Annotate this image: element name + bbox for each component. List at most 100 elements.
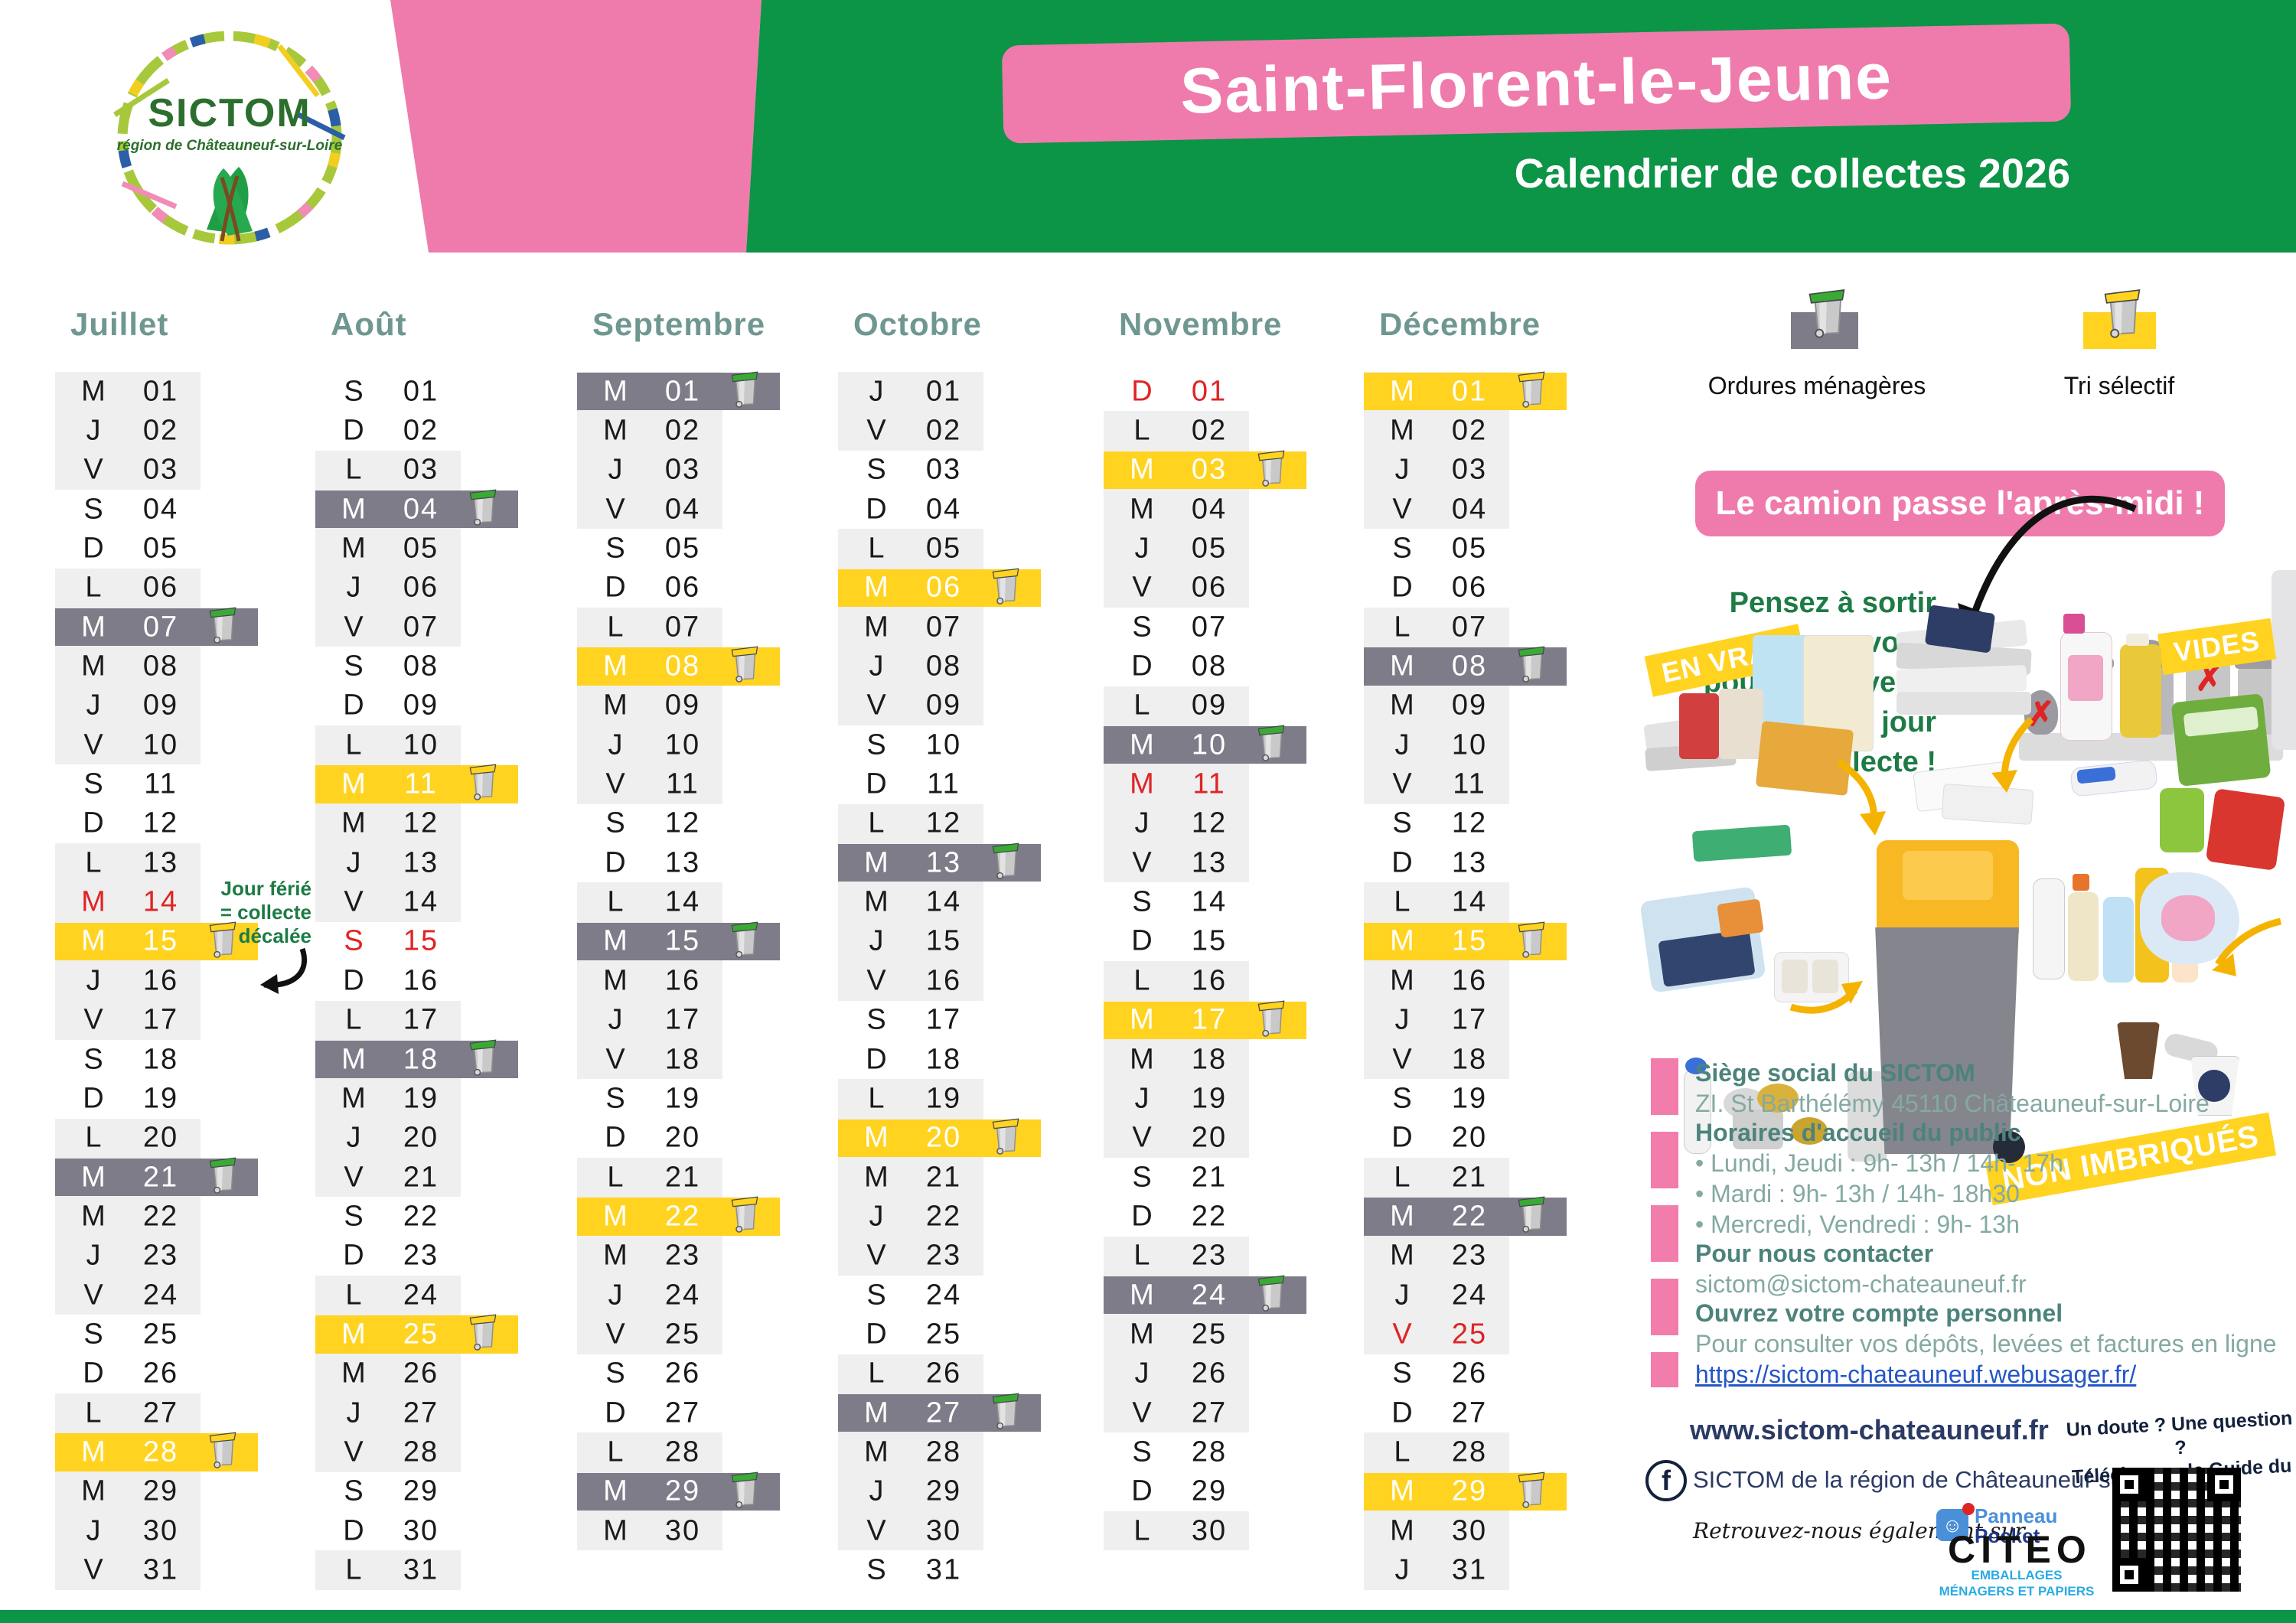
day-number: 23 xyxy=(1191,1239,1228,1272)
day-row: S 22 xyxy=(315,1197,579,1236)
day-row: M 18 xyxy=(1104,1039,1368,1080)
day-row: M 26 xyxy=(315,1354,579,1393)
day-number: 15 xyxy=(403,924,439,957)
day-number: 31 xyxy=(925,1553,962,1586)
day-number: 06 xyxy=(403,571,439,604)
day-number: 01 xyxy=(1451,375,1488,408)
weekday-letter: L xyxy=(607,1436,624,1468)
day-row: J 13 xyxy=(315,843,579,883)
weekday-letter: J xyxy=(1394,1553,1410,1586)
day-number: 23 xyxy=(142,1239,179,1272)
day-number: 11 xyxy=(144,768,178,800)
weekday-letter: V xyxy=(83,728,103,761)
day-number: 07 xyxy=(403,611,439,644)
weekday-letter: M xyxy=(1390,650,1414,683)
panneau-pocket-label: Panneau Pocket xyxy=(1975,1504,2058,1547)
weekday-letter: L xyxy=(1133,964,1150,997)
weekday-letter: V xyxy=(605,768,625,800)
day-number: 13 xyxy=(403,846,439,879)
weekday-letter: J xyxy=(1134,532,1150,565)
day-row: V 06 xyxy=(1104,568,1368,608)
legend-tri-label: Tri sélectif xyxy=(2063,372,2175,399)
day-row: J 24 xyxy=(1364,1275,1628,1315)
weekday-letter: S xyxy=(605,532,625,565)
bin-yellow-icon xyxy=(469,764,497,801)
logo-ring-icon xyxy=(113,31,346,245)
day-row: M 25 xyxy=(1104,1315,1368,1354)
day-row: S 12 xyxy=(1364,804,1628,843)
day-number: 05 xyxy=(1451,532,1488,565)
weekday-letter: D xyxy=(83,1082,104,1115)
day-row-collecte-tri: M 15 xyxy=(1364,921,1628,962)
weekday-letter: M xyxy=(603,375,628,408)
day-number: 27 xyxy=(403,1396,439,1429)
day-number: 21 xyxy=(403,1161,439,1194)
day-row-collecte-tri: M 11 xyxy=(315,764,579,804)
day-row-ferie: M 14 xyxy=(55,882,319,922)
day-number: 20 xyxy=(403,1121,439,1154)
day-row: J 10 xyxy=(1364,725,1628,765)
bin-green-icon xyxy=(1518,1196,1545,1234)
day-row: S 04 xyxy=(55,490,319,529)
day-row-collecte-om: M 21 xyxy=(55,1157,319,1198)
day-number: 20 xyxy=(925,1121,962,1154)
day-row: S 26 xyxy=(577,1354,841,1393)
weekday-letter: M xyxy=(341,1357,366,1390)
day-number: 06 xyxy=(664,571,701,604)
day-number: 01 xyxy=(142,375,179,408)
day-row: M 02 xyxy=(577,411,841,451)
day-number: 08 xyxy=(403,650,439,683)
day-row: D 13 xyxy=(577,843,841,882)
bin-green-icon xyxy=(469,489,497,526)
day-row: V 18 xyxy=(577,1039,841,1080)
day-row: M 22 xyxy=(55,1197,319,1237)
day-row: D 29 xyxy=(1104,1472,1368,1511)
month-octobre: Octobre J 01 V 02 S 03 D 04 L 05 M 06 M 07 J 08 V 09 S 10 D 1… xyxy=(838,306,1102,1586)
bin-green-icon xyxy=(1257,725,1285,761)
day-number: 15 xyxy=(142,924,179,957)
day-number: 27 xyxy=(142,1396,179,1429)
day-number: 06 xyxy=(1191,571,1228,604)
month-novembre: Novembre D 01 L 02 M 03 M 04 J 05 V 06 S 07 D 08 L 09 M 10 … xyxy=(1104,306,1368,1551)
weekday-letter: S xyxy=(866,453,886,486)
day-number: 14 xyxy=(403,885,439,918)
weekday-letter: D xyxy=(83,532,104,565)
month-days: M 01 M 02 J 03 V 04 S 05 D 06 L 07 M 08 M 09 J 10 V 11 S 12 D 1… xyxy=(577,371,841,1551)
day-row: V 27 xyxy=(1104,1393,1368,1433)
day-row: J 15 xyxy=(838,921,1102,962)
weekday-letter: S xyxy=(866,1553,886,1586)
logo-title: SICTOM xyxy=(148,91,311,135)
bin-green-icon xyxy=(469,1039,497,1076)
weekday-letter: M xyxy=(341,1082,366,1115)
day-row: J 01 xyxy=(838,372,1102,412)
day-row: M 12 xyxy=(315,803,579,844)
day-number: 19 xyxy=(403,1082,439,1115)
bin-green-icon xyxy=(992,842,1019,879)
day-number: 22 xyxy=(1191,1200,1228,1233)
weekday-letter: L xyxy=(868,1357,885,1390)
day-row: L 09 xyxy=(1104,686,1368,726)
day-row: S 08 xyxy=(315,647,579,686)
day-row: J 31 xyxy=(1364,1550,1628,1590)
day-row-collecte-om: M 10 xyxy=(1104,725,1368,765)
weekday-letter: J xyxy=(869,650,884,683)
weekday-letter: M xyxy=(864,846,889,879)
day-row-collecte-om: M 29 xyxy=(577,1471,841,1511)
month-title: Septembre xyxy=(592,306,766,342)
weekday-letter: J xyxy=(86,1514,101,1547)
weekday-letter: M xyxy=(603,1475,628,1507)
day-row: S 19 xyxy=(577,1079,841,1118)
weekday-letter: M xyxy=(341,768,366,800)
weekday-letter: L xyxy=(607,611,624,644)
weekday-letter: D xyxy=(1131,375,1153,408)
weekday-letter: J xyxy=(1134,807,1150,839)
day-number: 03 xyxy=(1191,453,1228,486)
weekday-letter: D xyxy=(343,1239,364,1272)
day-number: 13 xyxy=(925,846,962,879)
day-number: 13 xyxy=(1451,846,1488,879)
day-number: 29 xyxy=(925,1475,962,1507)
webusager-link[interactable]: https://sictom-chateauneuf.webusager.fr/ xyxy=(1695,1361,2137,1388)
weekday-letter: J xyxy=(869,1475,884,1507)
info-siege-addr: ZI. St Barthélémy 45110 Châteauneuf-sur-… xyxy=(1695,1090,2210,1117)
day-number: 16 xyxy=(142,964,179,997)
